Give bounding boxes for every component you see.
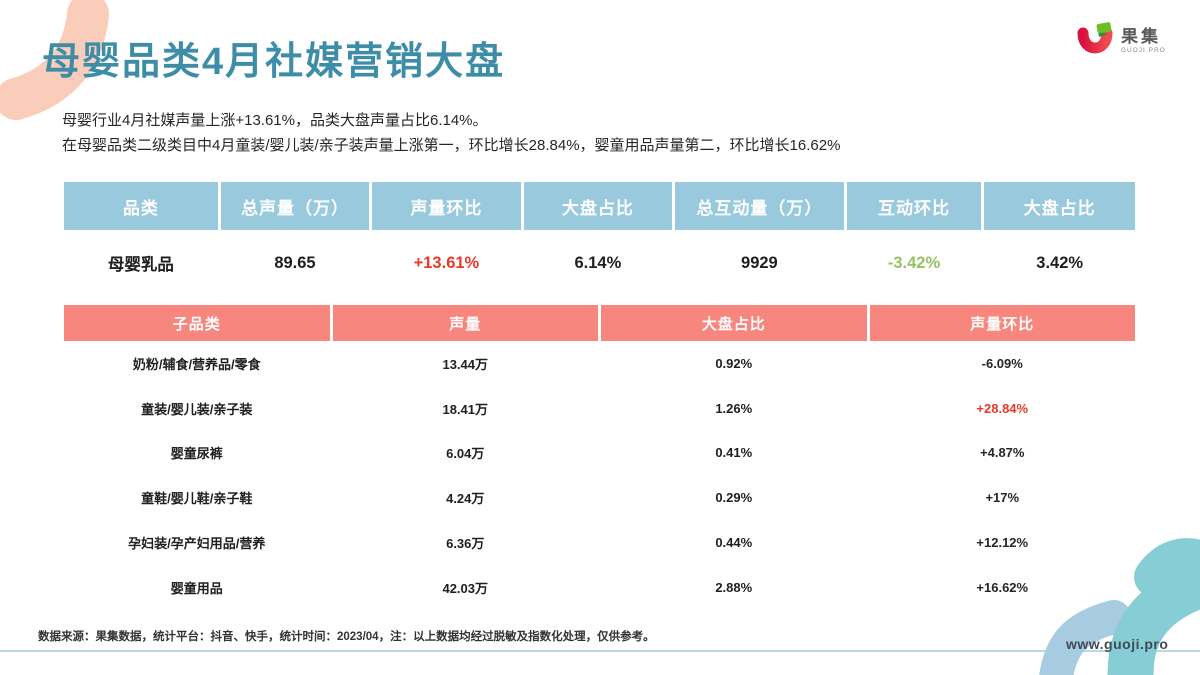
subcategory-mom: +12.12%	[976, 535, 1029, 551]
table-row: 童装/婴儿装/亲子装 18.41万 1.26% +28.84%	[64, 386, 1135, 431]
logo-text: 果集 GUOJI.PRO	[1121, 28, 1166, 55]
subcategory-table: 子品类 声量 大盘占比 声量环比 奶粉/辅食/营养品/零食 13.44万 0.9…	[64, 305, 1135, 610]
website-url: www.guoji.pro	[1066, 636, 1169, 652]
subcategory-header-share: 大盘占比	[601, 305, 867, 341]
summary-cell-category: 母婴乳品	[107, 256, 174, 274]
subcategory-voice: 42.03万	[442, 580, 489, 596]
subcategory-voice: 6.36万	[446, 536, 485, 552]
summary-header-total-voice: 总声量（万）	[220, 182, 370, 230]
subcategory-header-voice: 声量	[332, 305, 598, 341]
intro-paragraph: 母婴行业4月社媒声量上涨+13.61%，品类大盘声量占比6.14%。 在母婴品类…	[62, 108, 840, 158]
summary-cell-voice-share: 6.14%	[574, 253, 622, 272]
subcategory-mom: +17%	[985, 490, 1020, 506]
subcategory-table-header-row: 子品类 声量 大盘占比 声量环比	[64, 305, 1135, 341]
footer-divider	[0, 650, 1200, 652]
summary-cell-voice-mom: +13.61%	[413, 253, 480, 272]
logo-subtext: GUOJI.PRO	[1121, 46, 1166, 54]
summary-cell-total-voice: 89.65	[274, 253, 316, 272]
subcategory-share: 0.41%	[715, 445, 753, 461]
subcategory-share: 1.26%	[715, 400, 753, 416]
intro-line-2: 在母婴品类二级类目中4月童装/婴儿装/亲子装声量上涨第一，环比增长28.84%，…	[62, 137, 841, 154]
logo-brand-name: 果集	[1121, 26, 1161, 46]
summary-cell-interaction-mom: -3.42%	[887, 253, 941, 272]
summary-header-interaction-share: 大盘占比	[984, 182, 1135, 230]
subcategory-share: 0.92%	[715, 355, 753, 371]
subcategory-name: 婴童尿裤	[170, 446, 223, 462]
subcategory-mom: -6.09%	[981, 355, 1023, 371]
subcategory-voice: 18.41万	[442, 401, 489, 417]
summary-header-interaction-mom: 互动环比	[846, 182, 982, 230]
summary-cell-interaction-share: 3.42%	[1036, 253, 1084, 272]
table-row: 奶粉/辅食/营养品/零食 13.44万 0.92% -6.09%	[64, 341, 1135, 386]
summary-table: 品类 总声量（万） 声量环比 大盘占比 总互动量（万） 互动环比 大盘占比 母婴…	[64, 182, 1135, 296]
subcategory-mom: +4.87%	[980, 445, 1025, 461]
summary-header-total-interaction: 总互动量（万）	[675, 182, 844, 230]
subcategory-name: 奶粉/辅食/营养品/零食	[132, 356, 261, 372]
data-source-note: 数据来源：果集数据，统计平台：抖音、快手，统计时间：2023/04，注：以上数据…	[38, 631, 655, 643]
subcategory-name: 童装/婴儿装/亲子装	[141, 401, 253, 417]
table-row: 婴童用品 42.03万 2.88% +16.62%	[64, 565, 1135, 610]
subcategory-mom: +28.84%	[976, 400, 1029, 416]
subcategory-header-name: 子品类	[64, 305, 330, 341]
subcategory-share: 2.88%	[715, 579, 753, 595]
page-title: 母婴品类4月社媒营销大盘	[42, 41, 506, 83]
table-row: 孕妇装/孕产妇用品/营养 6.36万 0.44% +12.12%	[64, 520, 1135, 565]
subcategory-header-mom: 声量环比	[869, 305, 1135, 341]
corner-decoration-shapes-icon	[1039, 538, 1200, 675]
summary-header-voice-mom: 声量环比	[372, 182, 521, 230]
subcategory-voice: 6.04万	[446, 446, 485, 462]
subcategory-mom: +16.62%	[976, 579, 1029, 595]
summary-header-voice-share: 大盘占比	[523, 182, 673, 230]
subcategory-name: 童鞋/婴儿鞋/亲子鞋	[141, 491, 253, 507]
intro-line-1: 母婴行业4月社媒声量上涨+13.61%，品类大盘声量占比6.14%。	[62, 112, 488, 129]
table-row: 童鞋/婴儿鞋/亲子鞋 4.24万 0.29% +17%	[64, 475, 1135, 520]
subcategory-share: 0.29%	[715, 490, 753, 506]
guoji-logo-icon	[1077, 22, 1113, 54]
summary-table-header-row: 品类 总声量（万） 声量环比 大盘占比 总互动量（万） 互动环比 大盘占比	[64, 182, 1135, 230]
summary-cell-total-interaction: 9929	[741, 253, 778, 272]
corner-accent-shape-icon	[0, 0, 109, 120]
subcategory-name: 孕妇装/孕产妇用品/营养	[128, 536, 266, 552]
subcategory-voice: 13.44万	[442, 356, 489, 372]
table-row: 婴童尿裤 6.04万 0.41% +4.87%	[64, 431, 1135, 476]
brand-logo: 果集 GUOJI.PRO	[1076, 22, 1166, 60]
subcategory-name: 婴童用品	[170, 580, 223, 596]
summary-header-category: 品类	[64, 182, 218, 230]
subcategory-voice: 4.24万	[446, 491, 485, 507]
subcategory-share: 0.44%	[715, 535, 753, 551]
summary-table-data-row: 母婴乳品 89.65 +13.61% 6.14% 9929 -3.42% 3.4…	[64, 230, 1135, 296]
